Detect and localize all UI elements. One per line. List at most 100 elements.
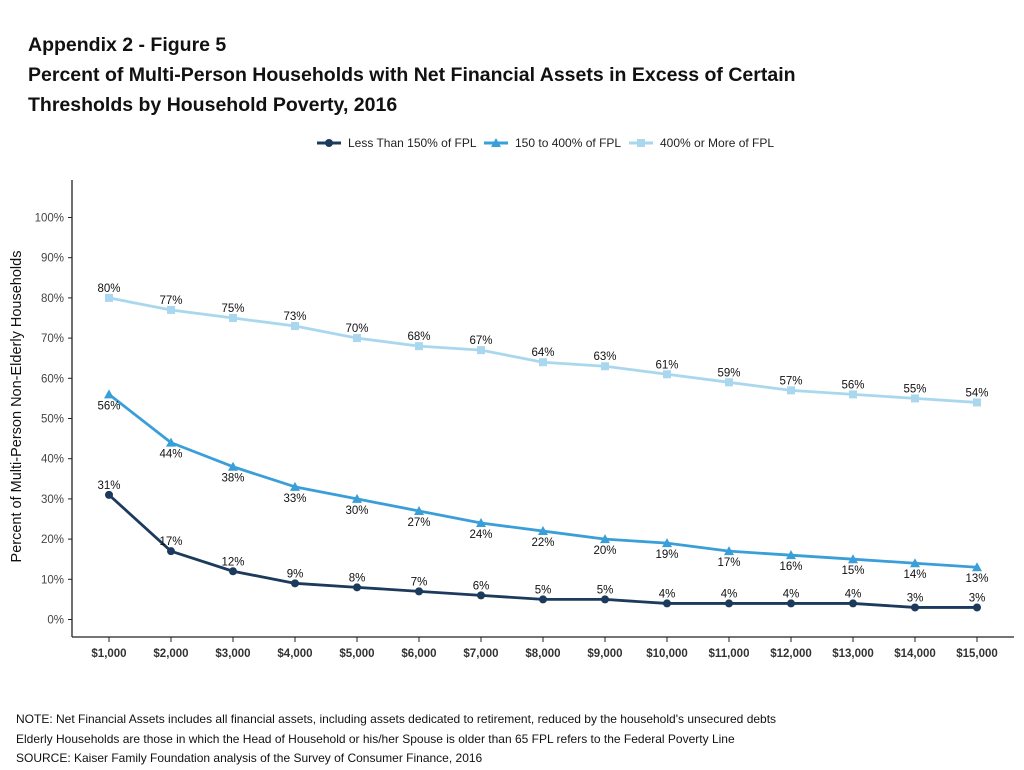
data-point-circle xyxy=(911,603,919,612)
data-point-circle xyxy=(725,599,733,608)
y-tick-label: 70% xyxy=(41,333,64,345)
data-label: 54% xyxy=(965,387,988,399)
note-text: NOTE: Net Financial Assets includes all … xyxy=(16,712,777,726)
data-point-triangle xyxy=(662,538,672,548)
data-point-circle xyxy=(849,599,857,608)
data-point-square xyxy=(663,370,671,379)
data-point-circle xyxy=(539,595,547,604)
data-point-triangle xyxy=(538,526,548,536)
x-tick-label: $15,000 xyxy=(956,648,998,660)
data-label: 15% xyxy=(841,565,864,577)
data-point-square xyxy=(291,322,299,331)
y-axis-title: Percent of Multi-Person Non-Elderly Hous… xyxy=(9,251,25,563)
data-point-triangle xyxy=(166,437,176,447)
data-label: 17% xyxy=(717,557,740,569)
data-point-square xyxy=(167,305,175,314)
data-point-circle xyxy=(415,587,423,596)
data-point-circle xyxy=(291,579,299,588)
legend-label: 150 to 400% of FPL xyxy=(515,136,622,150)
x-tick-label: $9,000 xyxy=(587,648,622,660)
data-point-triangle xyxy=(910,558,920,568)
data-point-triangle xyxy=(972,562,982,572)
data-point-square xyxy=(353,334,361,343)
data-label: 16% xyxy=(779,561,802,573)
data-label: 5% xyxy=(535,584,552,596)
x-tick-label: $10,000 xyxy=(646,648,688,660)
data-point-circle xyxy=(601,595,609,604)
data-label: 6% xyxy=(473,580,490,592)
data-point-square xyxy=(849,390,857,399)
data-point-square xyxy=(539,358,547,367)
data-point-square xyxy=(911,394,919,403)
data-point-square xyxy=(601,362,609,371)
chart-title-line-2: Thresholds by Household Poverty, 2016 xyxy=(28,94,398,116)
data-point-circle xyxy=(105,490,113,499)
data-point-square xyxy=(787,386,795,395)
data-label: 3% xyxy=(969,592,986,604)
data-label: 59% xyxy=(717,367,740,379)
data-label: 8% xyxy=(349,572,366,584)
data-label: 22% xyxy=(531,537,554,549)
data-point-triangle xyxy=(414,505,424,515)
y-tick-label: 20% xyxy=(41,534,64,546)
elderly-definition-text: Elderly Households are those in which th… xyxy=(16,732,735,746)
data-label: 57% xyxy=(779,375,802,387)
chart-legend: Less Than 150% of FPL 150 to 400% of FPL… xyxy=(0,132,1024,154)
chart-title-line-1: Percent of Multi-Person Households with … xyxy=(28,64,796,86)
data-point-square xyxy=(105,293,113,302)
y-tick-label: 10% xyxy=(41,574,64,586)
data-label: 44% xyxy=(159,449,182,461)
data-label: 24% xyxy=(469,529,492,541)
data-label: 56% xyxy=(97,400,120,412)
x-tick-label: $1,000 xyxy=(91,648,126,660)
data-point-circle xyxy=(229,567,237,576)
x-tick-label: $2,000 xyxy=(153,648,188,660)
data-point-circle xyxy=(663,599,671,608)
data-point-triangle xyxy=(290,481,300,491)
data-point-circle xyxy=(787,599,795,608)
x-tick-label: $12,000 xyxy=(770,648,812,660)
legend-label: Less Than 150% of FPL xyxy=(348,136,477,150)
x-tick-label: $8,000 xyxy=(525,648,560,660)
x-tick-label: $7,000 xyxy=(463,648,498,660)
data-point-circle xyxy=(167,547,175,556)
y-tick-label: 90% xyxy=(41,253,64,265)
y-tick-label: 30% xyxy=(41,494,64,506)
y-tick-label: 80% xyxy=(41,293,64,305)
legend-line-square-icon xyxy=(629,139,653,147)
data-label: 30% xyxy=(345,505,368,517)
data-label: 5% xyxy=(597,584,614,596)
data-label: 77% xyxy=(159,295,182,307)
legend-item-400-or-more: 400% or More of FPL xyxy=(628,132,774,154)
data-label: 14% xyxy=(903,569,926,581)
legend-item-150-to-400: 150 to 400% of FPL xyxy=(483,132,621,154)
legend-line-circle-icon xyxy=(317,139,341,147)
data-label: 4% xyxy=(721,588,738,600)
legend-line-triangle-icon xyxy=(484,138,508,147)
data-point-square xyxy=(477,346,485,355)
data-label: 4% xyxy=(845,588,862,600)
data-label: 9% xyxy=(287,568,304,580)
y-tick-label: 40% xyxy=(41,454,64,466)
data-label: 4% xyxy=(659,588,676,600)
data-point-triangle xyxy=(476,518,486,528)
x-tick-label: $11,000 xyxy=(709,648,750,660)
y-tick-label: 50% xyxy=(41,414,64,426)
data-point-circle xyxy=(477,591,485,600)
data-label: 56% xyxy=(841,379,864,391)
data-label: 33% xyxy=(283,493,306,505)
data-label: 38% xyxy=(221,473,244,485)
data-point-square xyxy=(415,342,423,351)
data-label: 12% xyxy=(221,556,244,568)
data-label: 63% xyxy=(593,351,616,363)
data-label: 70% xyxy=(345,323,368,335)
data-point-triangle xyxy=(352,493,362,503)
data-point-square xyxy=(229,314,237,322)
legend-item-less-than-150: Less Than 150% of FPL xyxy=(316,132,477,154)
data-label: 80% xyxy=(97,283,120,295)
x-tick-label: $6,000 xyxy=(401,648,436,660)
data-point-square xyxy=(725,378,733,387)
x-tick-label: $5,000 xyxy=(339,648,374,660)
data-label: 68% xyxy=(407,331,430,343)
data-label: 31% xyxy=(97,480,120,492)
